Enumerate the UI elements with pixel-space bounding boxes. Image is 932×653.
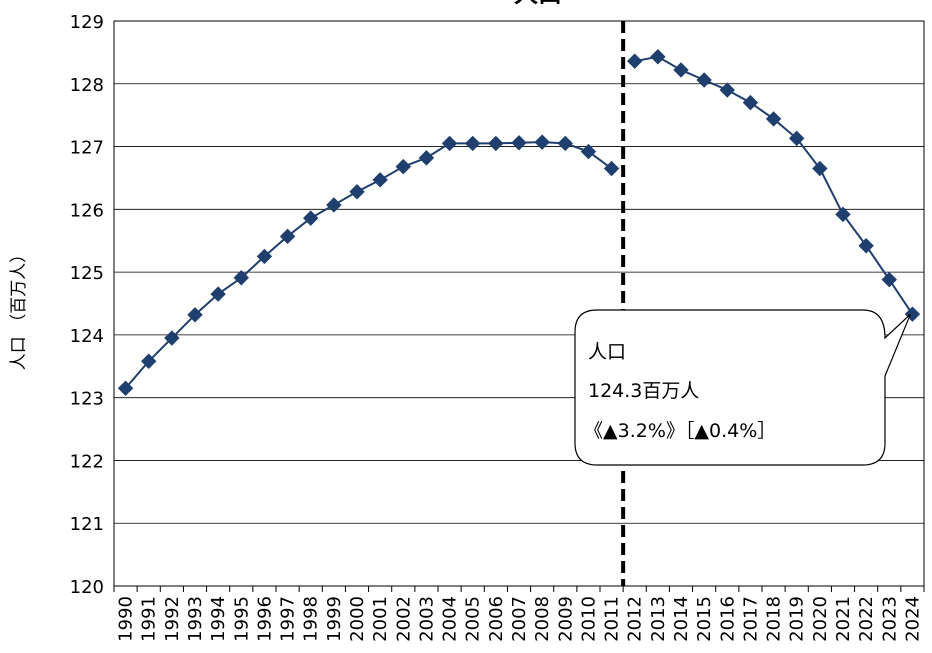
data-point-marker bbox=[349, 184, 365, 200]
series-line bbox=[124, 141, 613, 389]
x-tick-label: 2015 bbox=[694, 596, 715, 642]
y-axis-tick-labels: 120 121 122 123 124 125 126 127 128 129 bbox=[70, 12, 104, 598]
x-tick-label: 1992 bbox=[162, 596, 183, 642]
data-point-marker bbox=[441, 135, 458, 152]
data-point-marker bbox=[627, 53, 643, 69]
y-tick-label: 121 bbox=[70, 514, 104, 535]
x-tick-label: 2020 bbox=[810, 596, 831, 642]
data-point-marker bbox=[210, 286, 226, 302]
y-tick-label: 122 bbox=[70, 451, 104, 472]
y-tick-label: 129 bbox=[70, 12, 104, 33]
data-point-marker bbox=[603, 160, 620, 177]
data-point-marker bbox=[326, 197, 342, 213]
x-tick-label: 1994 bbox=[208, 596, 229, 642]
x-tick-label: 2011 bbox=[602, 596, 623, 642]
grid-lines bbox=[114, 83, 924, 524]
data-point-marker bbox=[742, 94, 759, 111]
data-point-marker bbox=[279, 228, 296, 245]
data-point-marker bbox=[812, 160, 828, 177]
x-tick-label: 2019 bbox=[787, 596, 808, 642]
chart-title: 人口 bbox=[514, 0, 562, 8]
x-tick-label: 2023 bbox=[879, 596, 900, 642]
x-tick-label: 2010 bbox=[578, 596, 599, 642]
data-point-marker bbox=[117, 380, 134, 396]
data-point-marker bbox=[557, 135, 573, 152]
plot-area-frame bbox=[113, 20, 925, 587]
series-line bbox=[634, 55, 914, 315]
data-point-marker bbox=[372, 172, 388, 188]
data-point-marker bbox=[881, 271, 897, 288]
x-tick-label: 2001 bbox=[370, 596, 391, 642]
data-point-marker bbox=[696, 72, 712, 88]
x-tick-label: 1996 bbox=[254, 596, 275, 642]
callout-bubble bbox=[574, 309, 911, 466]
y-tick-label: 124 bbox=[70, 326, 104, 347]
data-point-marker bbox=[303, 210, 319, 226]
y-tick-label: 123 bbox=[70, 389, 104, 410]
x-tick-label: 1999 bbox=[324, 596, 345, 642]
x-tick-label: 2022 bbox=[856, 596, 877, 642]
y-tick-label: 127 bbox=[70, 138, 104, 159]
x-tick-label: 2006 bbox=[486, 596, 507, 642]
callout-title: 人口 bbox=[588, 341, 626, 363]
x-tick-label: 2013 bbox=[648, 596, 669, 642]
x-tick-label: 2009 bbox=[555, 596, 576, 642]
data-point-marker bbox=[164, 330, 180, 346]
data-point-marker bbox=[488, 135, 504, 152]
data-point-marker bbox=[395, 158, 411, 175]
x-tick-label: 2021 bbox=[833, 596, 854, 642]
data-point-marker bbox=[233, 270, 249, 286]
data-point-marker bbox=[465, 135, 481, 152]
data-point-marker bbox=[858, 238, 874, 254]
data-point-marker bbox=[187, 307, 203, 323]
x-tick-label: 1995 bbox=[231, 596, 252, 642]
data-point-marker bbox=[580, 143, 597, 160]
x-tick-label: 2000 bbox=[347, 596, 368, 642]
x-tick-label: 2018 bbox=[764, 596, 785, 642]
y-tick-label: 126 bbox=[70, 200, 104, 221]
x-tick-label: 2017 bbox=[740, 596, 761, 642]
x-tick-label: 2003 bbox=[416, 596, 437, 642]
y-tick-label: 120 bbox=[70, 577, 104, 598]
x-tick-label: 2012 bbox=[625, 596, 646, 642]
x-tick-label: 2016 bbox=[717, 596, 738, 642]
y-tick-label: 125 bbox=[70, 263, 104, 284]
callout-change: 《▲3.2%》［▲0.4%］ bbox=[584, 420, 776, 442]
x-axis-tick-marks bbox=[113, 586, 925, 592]
x-tick-label: 2004 bbox=[440, 596, 461, 642]
x-tick-label: 1991 bbox=[139, 596, 160, 642]
x-axis-tick-labels: 1990 1991 1992 1993 1994 1995 1996 1997 1998 1999… bbox=[116, 596, 924, 642]
data-point-marker bbox=[534, 134, 550, 150]
data-point-marker bbox=[765, 111, 782, 127]
x-tick-label: 2005 bbox=[463, 596, 484, 642]
x-tick-label: 1997 bbox=[278, 596, 299, 642]
x-tick-label: 1993 bbox=[185, 596, 206, 642]
x-tick-label: 2008 bbox=[532, 596, 553, 642]
x-tick-label: 2014 bbox=[671, 596, 692, 642]
latest-value-callout: 人口 124.3百万人 《▲3.2%》［▲0.4%］ bbox=[574, 309, 911, 466]
data-point-marker bbox=[789, 130, 805, 147]
x-tick-label: 2007 bbox=[509, 596, 530, 642]
y-axis-label: 人口 （百万人） bbox=[9, 246, 29, 370]
x-tick-label: 2024 bbox=[902, 596, 923, 642]
data-point-marker bbox=[256, 248, 273, 265]
data-point-marker bbox=[511, 135, 527, 151]
x-tick-label: 2002 bbox=[393, 596, 414, 642]
data-point-marker bbox=[418, 150, 435, 166]
x-tick-label: 1998 bbox=[301, 596, 322, 642]
data-point-marker bbox=[650, 49, 666, 65]
x-tick-label: 1990 bbox=[116, 596, 137, 642]
data-point-marker bbox=[673, 62, 689, 78]
data-point-marker bbox=[835, 206, 851, 223]
callout-value: 124.3百万人 bbox=[588, 380, 699, 402]
data-point-marker bbox=[719, 82, 735, 98]
data-point-marker bbox=[141, 353, 157, 369]
y-tick-label: 128 bbox=[70, 75, 104, 96]
